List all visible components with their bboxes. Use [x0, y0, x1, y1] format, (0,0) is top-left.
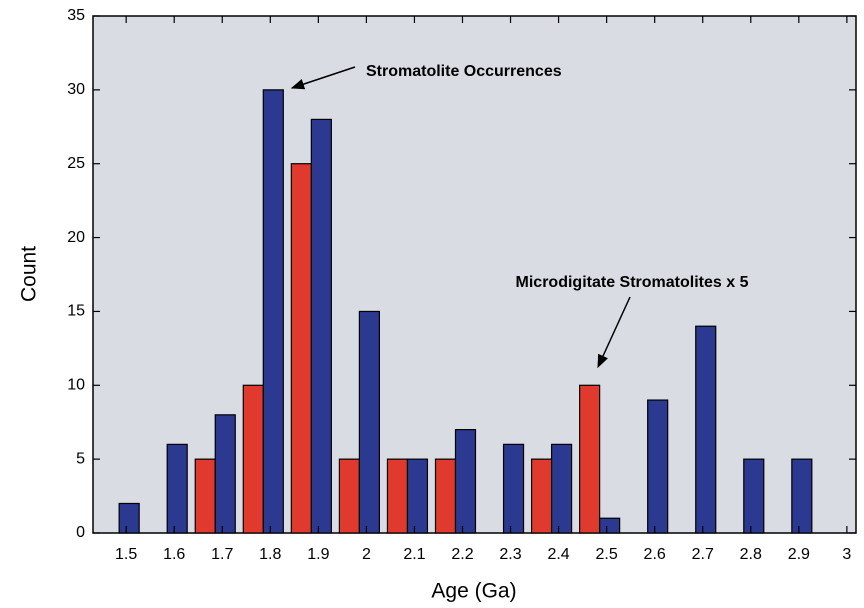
x-tick-label: 2.3 — [499, 546, 521, 563]
bar — [214, 414, 236, 534]
y-tick-label: 10 — [67, 377, 85, 394]
x-tick-label: 1.9 — [307, 546, 329, 563]
y-axis-label: Count — [18, 246, 41, 302]
bar — [695, 325, 717, 534]
x-tick-label: 2.8 — [740, 546, 762, 563]
bar — [502, 443, 525, 534]
bar — [290, 163, 312, 534]
annotation-arrow — [290, 66, 356, 90]
bar — [358, 310, 380, 534]
bar — [406, 458, 429, 534]
x-tick-label: 2.4 — [547, 546, 569, 563]
bar — [550, 443, 573, 534]
annotation: Stromatolite Occurrences — [366, 63, 562, 80]
x-tick-label: 2.7 — [692, 546, 714, 563]
bar — [194, 458, 216, 534]
bar — [338, 458, 360, 534]
bar — [262, 89, 284, 534]
x-tick-label: 2 — [362, 546, 371, 563]
bar — [386, 458, 409, 534]
bar — [530, 458, 553, 534]
bar — [434, 458, 457, 534]
bar — [166, 443, 188, 534]
x-tick-label: 2.6 — [644, 546, 666, 563]
y-tick-label: 0 — [76, 524, 85, 541]
y-tick-label: 15 — [67, 303, 85, 320]
bar — [242, 384, 264, 534]
y-tick-label: 30 — [67, 81, 85, 98]
bar — [791, 458, 813, 534]
x-tick-label: 2.1 — [403, 546, 425, 563]
x-tick-label: 2.2 — [451, 546, 473, 563]
y-tick-label: 35 — [67, 7, 85, 24]
x-tick-label: 3 — [842, 546, 851, 563]
x-tick-label: 1.6 — [163, 546, 185, 563]
bar — [579, 384, 601, 534]
x-tick-label: 1.7 — [211, 546, 233, 563]
x-tick-label: 2.9 — [788, 546, 810, 563]
bar — [454, 429, 477, 534]
x-tick-label: 1.5 — [115, 546, 137, 563]
bar — [118, 502, 140, 534]
bar — [743, 458, 765, 534]
y-tick-label: 25 — [67, 155, 85, 172]
x-tick-label: 1.8 — [259, 546, 281, 563]
annotation: Microdigitate Stromatolites x 5 — [516, 274, 749, 291]
y-tick-label: 5 — [76, 450, 85, 467]
bar — [310, 118, 332, 534]
annotation-arrow — [597, 296, 631, 369]
x-tick-label: 2.5 — [596, 546, 618, 563]
x-axis-label: Age (Ga) — [431, 580, 516, 603]
y-tick-label: 20 — [67, 229, 85, 246]
bar — [647, 399, 669, 534]
bar — [599, 517, 621, 534]
